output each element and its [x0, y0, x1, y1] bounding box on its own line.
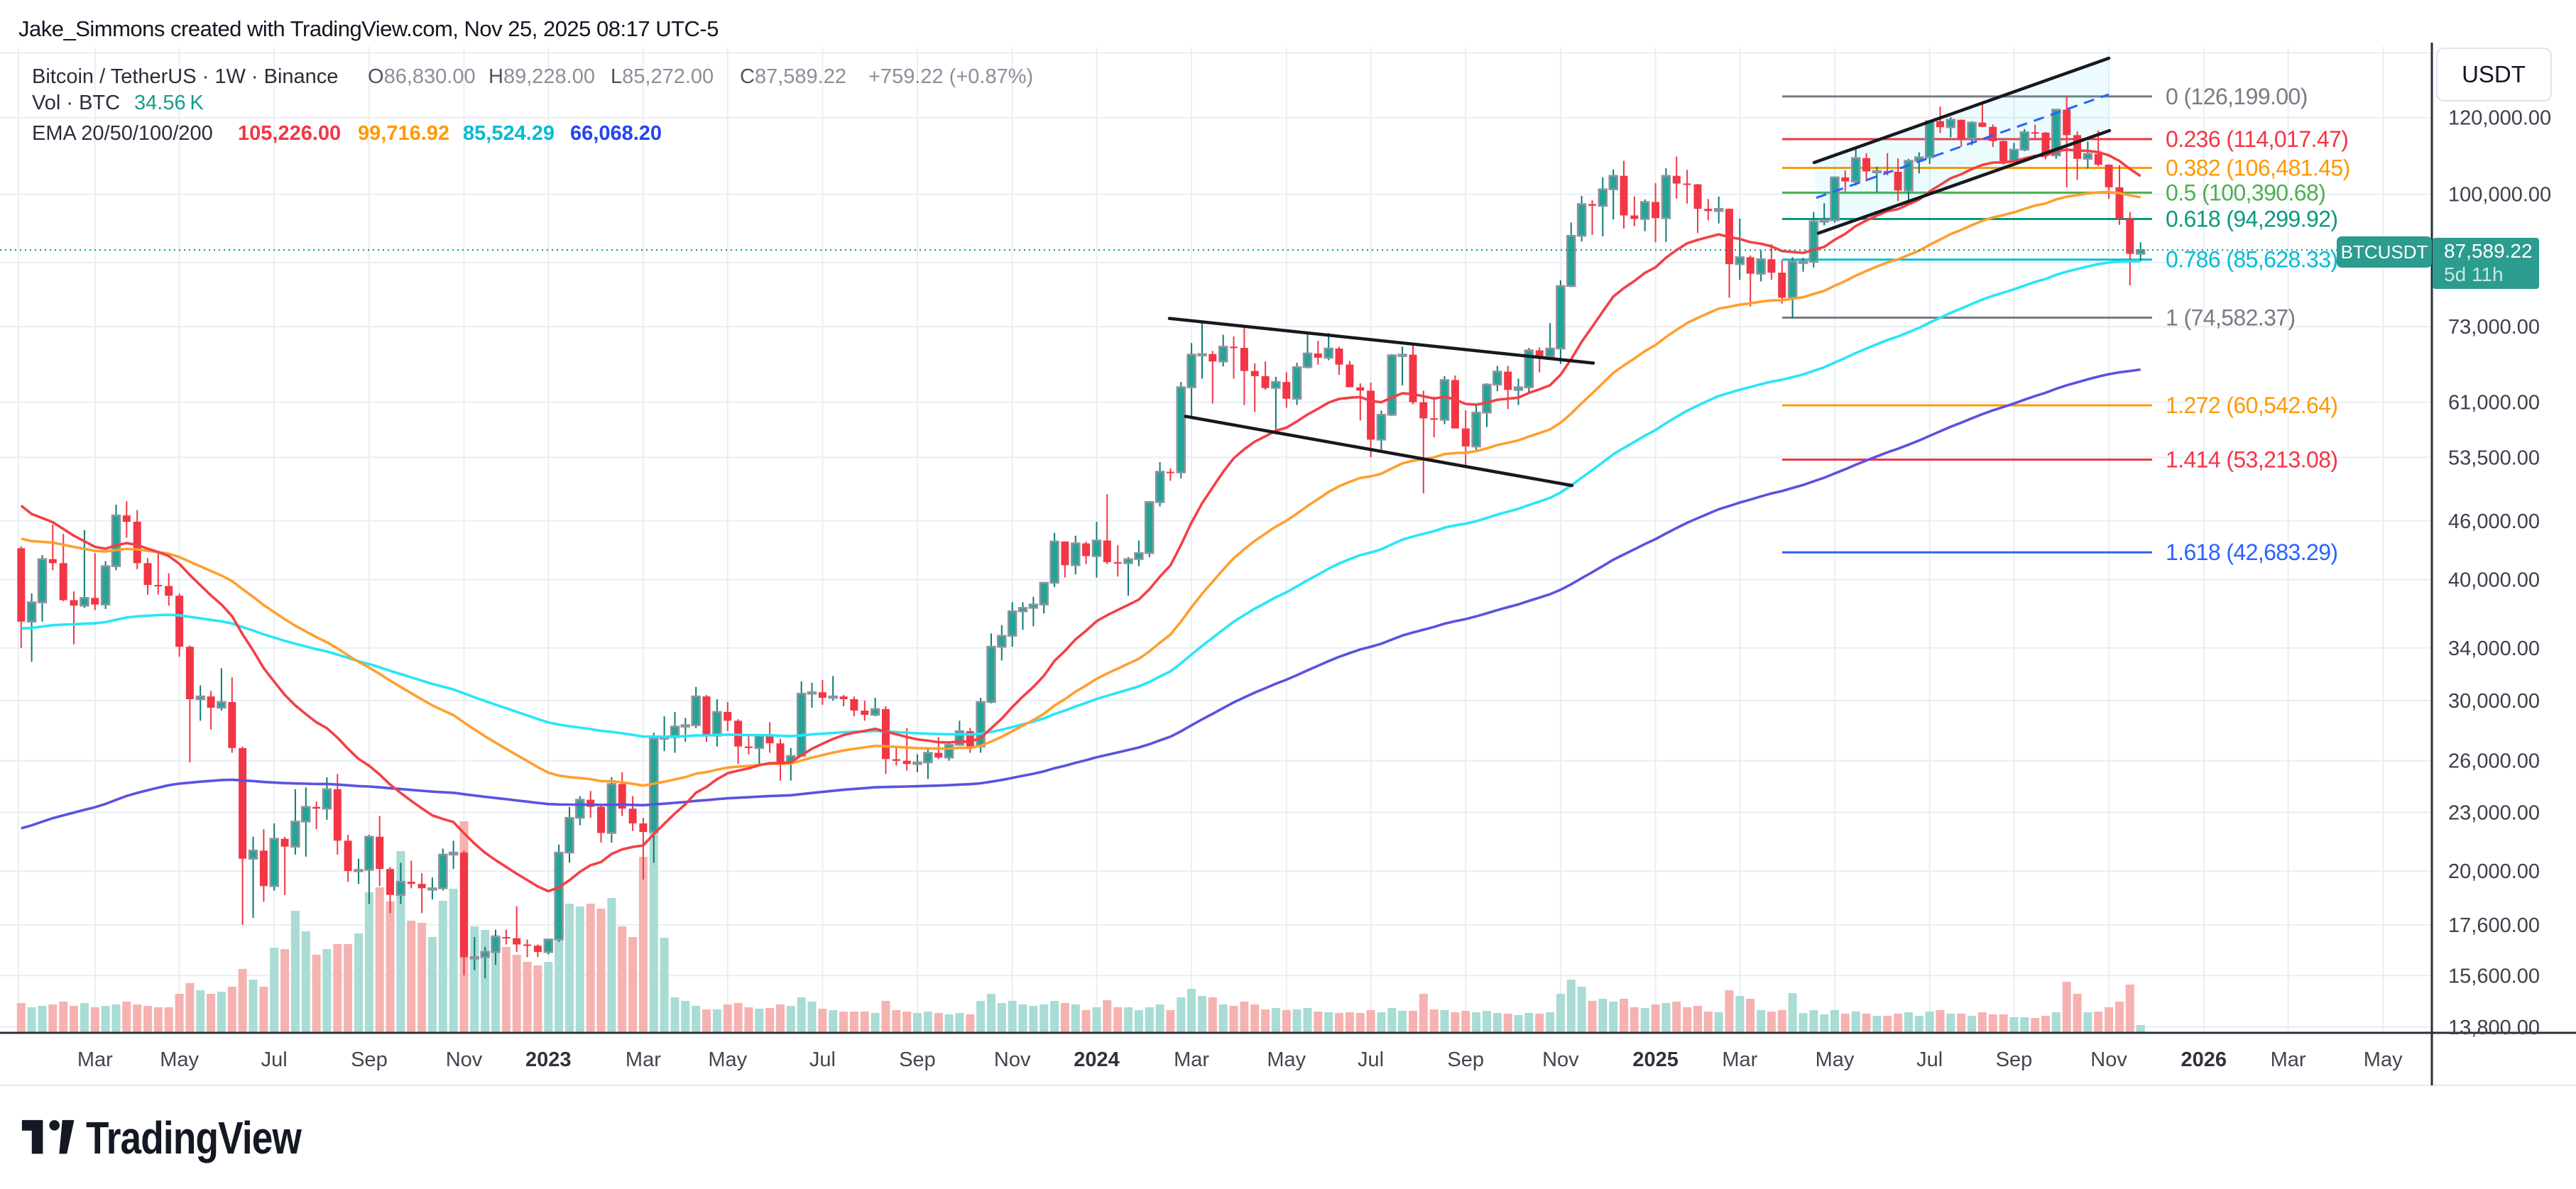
svg-text:Jake_Simmons created with Trad: Jake_Simmons created with TradingView.co… [18, 16, 719, 41]
svg-text:EMA 20/50/100/200: EMA 20/50/100/200 [32, 122, 213, 145]
svg-text:53,500.00: 53,500.00 [2448, 446, 2540, 469]
svg-text:+759.22 (+0.87%): +759.22 (+0.87%) [868, 65, 1033, 88]
svg-text:Mar: Mar [1174, 1048, 1209, 1071]
svg-text:1 (74,582.37): 1 (74,582.37) [2166, 305, 2296, 331]
svg-text:20,000.00: 20,000.00 [2448, 860, 2540, 883]
svg-text:0.786 (85,628.33): 0.786 (85,628.33) [2166, 247, 2337, 273]
svg-text:May: May [2364, 1048, 2403, 1071]
svg-text:23,000.00: 23,000.00 [2448, 801, 2540, 824]
svg-text:May: May [1816, 1048, 1855, 1071]
svg-text:USDT: USDT [2462, 61, 2526, 87]
svg-text:87,589.22: 87,589.22 [2444, 240, 2533, 262]
svg-text:1.618 (42,683.29): 1.618 (42,683.29) [2166, 539, 2337, 565]
svg-text:BTCUSDT: BTCUSDT [2341, 241, 2428, 263]
svg-text:Mar: Mar [1722, 1048, 1757, 1071]
svg-text:Jul: Jul [809, 1048, 836, 1071]
svg-text:66,068.20: 66,068.20 [570, 122, 662, 145]
svg-text:0.618 (94,299.92): 0.618 (94,299.92) [2166, 207, 2337, 232]
svg-text:100,000.00: 100,000.00 [2448, 184, 2551, 207]
svg-text:2026: 2026 [2181, 1048, 2227, 1071]
svg-text:Nov: Nov [1542, 1048, 1579, 1071]
svg-text:13,800.00: 13,800.00 [2448, 1017, 2540, 1039]
svg-text:105,226.00: 105,226.00 [238, 122, 341, 145]
svg-text:73,000.00: 73,000.00 [2448, 316, 2540, 339]
svg-text:May: May [1267, 1048, 1306, 1071]
svg-text:Vol · BTC: Vol · BTC [32, 92, 120, 114]
svg-text:Mar: Mar [626, 1048, 661, 1071]
svg-text:Mar: Mar [77, 1048, 113, 1071]
svg-text:61,000.00: 61,000.00 [2448, 392, 2540, 415]
svg-text:34,000.00: 34,000.00 [2448, 637, 2540, 660]
svg-text:34.56 K: 34.56 K [134, 92, 204, 114]
svg-text:0.5 (100,390.68): 0.5 (100,390.68) [2166, 180, 2325, 205]
svg-text:Sep: Sep [351, 1048, 388, 1071]
svg-text:5d 11h: 5d 11h [2444, 263, 2504, 285]
svg-text:TradingView: TradingView [86, 1112, 302, 1163]
svg-text:Nov: Nov [994, 1048, 1031, 1071]
svg-text:30,000.00: 30,000.00 [2448, 690, 2540, 713]
svg-text:2024: 2024 [1074, 1048, 1120, 1071]
svg-text:120,000.00: 120,000.00 [2448, 107, 2551, 130]
svg-text:46,000.00: 46,000.00 [2448, 510, 2540, 533]
svg-text:2025: 2025 [1632, 1048, 1679, 1071]
svg-text:C87,589.22: C87,589.22 [740, 65, 846, 88]
svg-text:Sep: Sep [1996, 1048, 2033, 1071]
svg-text:1.272 (60,542.64): 1.272 (60,542.64) [2166, 393, 2337, 418]
svg-text:Jul: Jul [1358, 1048, 1384, 1071]
svg-text:H89,228.00: H89,228.00 [489, 65, 595, 88]
svg-text:0.382 (106,481.45): 0.382 (106,481.45) [2166, 155, 2350, 181]
svg-text:1.414 (53,213.08): 1.414 (53,213.08) [2166, 447, 2337, 473]
svg-text:May: May [708, 1048, 747, 1071]
svg-text:Jul: Jul [261, 1048, 288, 1071]
svg-text:Mar: Mar [2271, 1048, 2306, 1071]
svg-text:0.236 (114,017.47): 0.236 (114,017.47) [2166, 126, 2348, 152]
svg-text:0 (126,199.00): 0 (126,199.00) [2166, 84, 2308, 109]
svg-text:17,600.00: 17,600.00 [2448, 914, 2540, 937]
svg-text:99,716.92: 99,716.92 [358, 122, 449, 145]
svg-text:40,000.00: 40,000.00 [2448, 569, 2540, 592]
svg-text:Nov: Nov [2090, 1048, 2127, 1071]
svg-text:2023: 2023 [525, 1048, 572, 1071]
svg-text:Jul: Jul [1916, 1048, 1943, 1071]
svg-text:Sep: Sep [1447, 1048, 1484, 1071]
svg-text:Nov: Nov [446, 1048, 483, 1071]
svg-text:15,600.00: 15,600.00 [2448, 965, 2540, 987]
svg-text:May: May [160, 1048, 199, 1071]
svg-text:L85,272.00: L85,272.00 [611, 65, 714, 88]
svg-text:26,000.00: 26,000.00 [2448, 750, 2540, 773]
svg-text:Sep: Sep [899, 1048, 936, 1071]
svg-text:O86,830.00: O86,830.00 [368, 65, 476, 88]
svg-text:Bitcoin / TetherUS · 1W · Bina: Bitcoin / TetherUS · 1W · Binance [32, 65, 338, 88]
svg-text:85,524.29: 85,524.29 [463, 122, 555, 145]
